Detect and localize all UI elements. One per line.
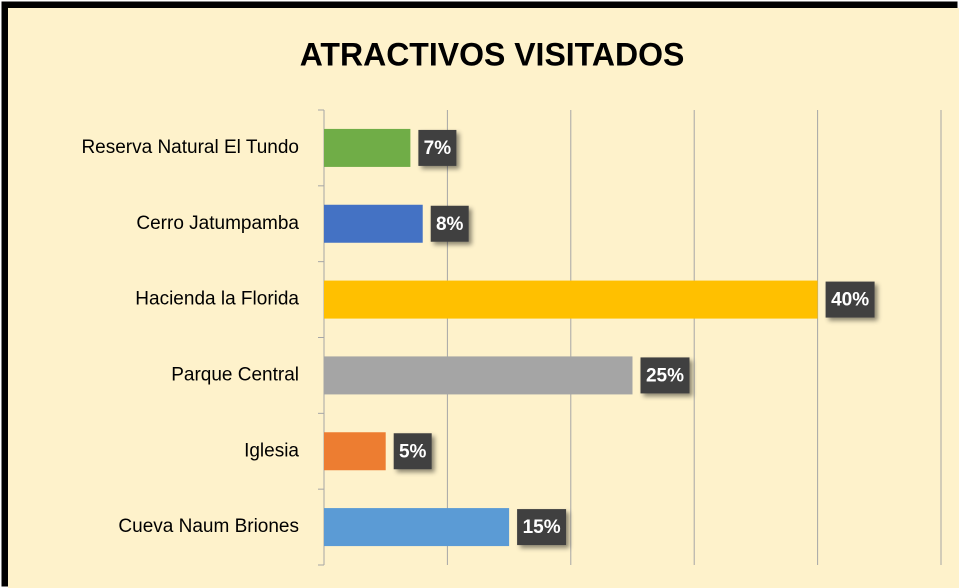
data-label-text: 5% — [399, 441, 427, 462]
data-label: 40% — [825, 281, 875, 318]
data-label: 15% — [517, 509, 567, 546]
data-label: 5% — [393, 433, 432, 470]
data-label-box — [825, 281, 875, 318]
y-tick-label: Cerro Jatumpamba — [136, 213, 299, 234]
data-label-box — [640, 357, 690, 394]
y-tick-label: Reserva Natural El Tundo — [81, 137, 299, 158]
chart-title: ATRACTIVOS VISITADOS — [300, 36, 685, 72]
data-label-text: 7% — [424, 138, 452, 159]
data-label: 7% — [418, 129, 457, 166]
bar — [324, 508, 510, 547]
data-label-box — [430, 205, 469, 242]
y-tick-label: Cueva Naum Briones — [118, 516, 299, 537]
bar — [324, 356, 633, 395]
data-label: 25% — [640, 357, 690, 394]
data-label-box — [517, 509, 567, 546]
data-label-text: 15% — [523, 517, 561, 538]
bar — [324, 280, 818, 319]
bar — [324, 128, 411, 167]
y-tick-label: Iglesia — [244, 440, 299, 461]
data-label-box — [418, 129, 457, 166]
bar — [324, 432, 386, 471]
y-tick-label: Parque Central — [171, 364, 299, 385]
data-label-box — [393, 433, 432, 470]
data-label: 8% — [430, 205, 469, 242]
data-label-text: 8% — [436, 214, 464, 235]
y-tick-label: Hacienda la Florida — [135, 289, 299, 310]
data-label-text: 25% — [646, 365, 684, 386]
bar — [324, 204, 423, 243]
data-label-text: 40% — [831, 290, 869, 311]
